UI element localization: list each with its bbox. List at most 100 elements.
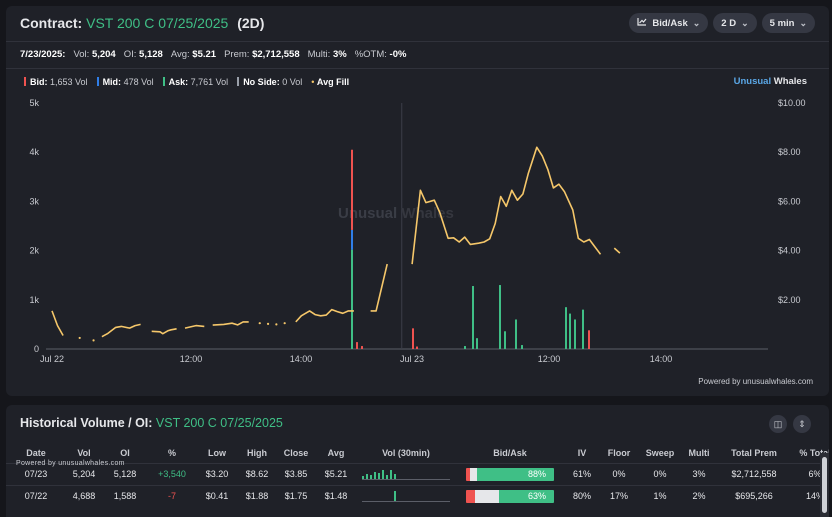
history-title-label: Historical Volume / OI: [20,416,153,430]
legend-bid-label: Bid: [30,77,48,87]
volume-bar-bid [412,328,414,349]
stat-vol: Vol: 5,204 [73,49,115,60]
powered-by: Powered by unusualwhales.com [698,377,813,386]
cell-bid-ask: 63% [456,484,564,507]
chart-grid [46,103,768,350]
contract-label: Contract: [20,15,83,31]
avg-fill-point [266,322,270,326]
cell-low: $0.41 [196,484,238,507]
ask-segment [476,467,554,481]
column-header[interactable]: % [167,447,176,458]
cell-close: $1.75 [276,484,316,507]
column-header[interactable]: Total Prem [731,447,777,458]
scrollbar-thumb[interactable] [822,457,827,513]
legend-ask-value: 7,761 Vol [190,77,229,87]
column-header[interactable]: Bid/Ask [493,447,527,458]
stat-otm: %OTM: -0% [355,49,407,60]
volume-bar-ask [476,338,478,349]
chart-watermark: Unusual Whales [338,205,454,222]
column-header[interactable]: Vol (30min) [382,447,430,458]
spark-bar [394,490,396,501]
chart-type-dropdown[interactable]: Bid/Ask ⌄ [629,13,709,33]
volume-bar-ask [472,286,474,349]
legend-mid-label: Mid: [102,77,122,87]
volume-bar-bid [361,346,363,349]
mid-segment [474,489,499,503]
volume-bar-ask [582,309,584,349]
cell-pct_total: 6% [792,462,829,485]
period-dropdown[interactable]: 2 D ⌄ [713,13,757,33]
volume-bar-ask [574,319,576,349]
avg-fill-segment [51,310,64,336]
column-header[interactable]: Close [283,447,309,458]
table-scrollbar[interactable] [820,453,829,517]
spark-bar [390,470,392,479]
volume-bar-ask [565,307,567,349]
volume-bar-ask [569,313,571,349]
chevron-down-icon: ⌄ [741,17,749,28]
avg-fill-segment [613,247,621,254]
bid-segment [466,489,475,503]
legend-ask-label: Ask: [168,77,189,87]
divider [6,41,829,42]
history-title: Historical Volume / OI: VST 200 C 07/25/… [20,416,283,430]
spark-bar [378,473,380,479]
column-header[interactable]: Avg [327,447,345,458]
stat-avg-label: Avg: [170,49,190,60]
cell-sweep: 0% [638,462,682,485]
avg-fill-point [258,322,261,325]
legend-noside-label: No Side: [243,77,280,87]
column-header[interactable]: Vol [77,447,91,458]
chevron-down-icon: ⌄ [692,17,701,28]
avg-fill-segment [295,308,354,323]
table-row[interactable]: 07/22 4,688 1,588 -7 $0.41 $1.88 $1.75 $1.48 63%… [6,484,829,507]
column-header[interactable]: % Total [799,447,829,458]
left-axis-tick: 2k [29,246,39,256]
legend-bid-swatch [24,77,26,86]
history-controls: ◫ ⇕ [769,415,811,433]
column-header[interactable]: High [247,447,267,458]
left-axis-tick: 4k [29,147,39,157]
period-label: 2 D [721,17,737,29]
column-header[interactable]: Low [208,447,226,458]
cell-vol-30min [356,462,456,485]
column-header[interactable]: Multi [688,447,710,458]
stat-multi-value: 3% [332,49,347,60]
right-axis-tick: $10.00 [778,98,806,108]
volume-bar-ask [515,319,517,349]
cell-oi: 5,128 [102,462,148,485]
interval-dropdown[interactable]: 5 min ⌄ [761,13,815,33]
chevron-down-icon: ⌄ [799,17,807,28]
chart-type-icon [637,17,647,29]
legend-avgfill-label: Avg Fill [316,77,350,87]
cell-oi: 1,588 [102,484,148,507]
table-row[interactable]: 07/23 5,204 5,128 +3,540 $3.20 $8.62 $3.85 $5.2… [6,462,829,485]
cell-vol: 4,688 [66,484,102,507]
avg-fill-segment [101,323,141,338]
column-header[interactable]: Floor [607,447,631,458]
left-axis-tick: 3k [29,196,39,206]
legend-avgfill: • Avg Fill [311,77,349,87]
stat-otm-value: -0% [389,49,407,60]
ask-segment [498,489,554,503]
volume-bar-ask [521,345,523,349]
column-header[interactable]: OI [120,447,130,458]
chart-controls: Bid/Ask ⌄ 2 D ⌄ 5 min ⌄ [629,13,815,33]
legend-bid: Bid: 1,653 Vol [24,77,88,87]
legend-mid-swatch [96,77,99,86]
columns-icon[interactable]: ◫ [769,415,787,433]
history-table: Date Vol OI% Low High Close Avg Vol (30min) Bid/… [6,443,829,507]
contract-name: VST 200 C 07/25/2025 [86,15,229,31]
sort-icon[interactable]: ⇕ [793,415,811,433]
legend-ask-swatch [162,77,165,86]
spark-bar [366,474,368,479]
column-header[interactable]: Date [26,447,46,458]
cell-iv: 80% [564,484,600,507]
column-header[interactable]: IV [577,447,587,458]
cell-floor: 0% [600,462,638,485]
column-header[interactable]: Sweep [645,447,675,458]
stat-oi-value: 5,128 [139,49,163,60]
stat-oi-label: OI: [123,49,137,60]
spark-bar [382,469,384,479]
cell-vol-30min [356,484,456,507]
